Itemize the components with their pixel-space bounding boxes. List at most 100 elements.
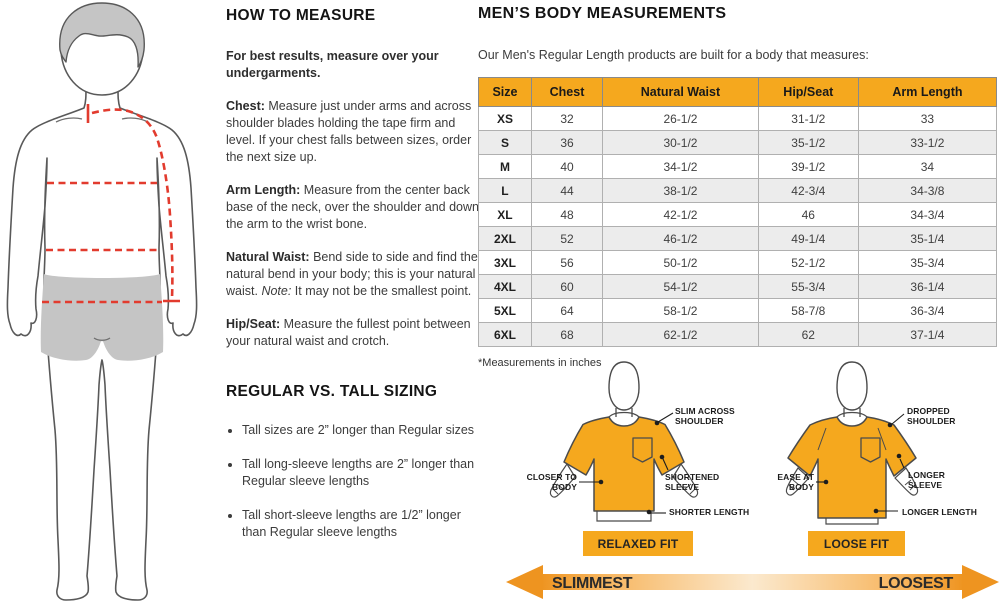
table-cell: 33: [857, 106, 998, 131]
table-cell: 64: [530, 298, 604, 323]
how-to-measure-column: HOW TO MEASURE For best results, measure…: [226, 0, 484, 558]
table-cell: 2XL: [478, 226, 532, 251]
chest-label: Chest:: [226, 99, 265, 113]
regular-vs-tall-title: REGULAR VS. TALL SIZING: [226, 383, 438, 400]
callout-ease-at-body: EASE AT BODY: [777, 472, 814, 493]
table-row: 6XL 68 62-1/2 62 37-1/4: [478, 322, 998, 347]
table-cell: 36-3/4: [857, 298, 998, 323]
hair: [59, 2, 145, 68]
table-cell: 58-7/8: [757, 298, 859, 323]
relaxed-fit-diagram: SLIM ACROSS SHOULDER CLOSER TO BODY SHOR…: [505, 356, 755, 531]
table-cell: 68: [530, 322, 604, 347]
table-cell: 36: [530, 130, 604, 155]
measurements-column: MEN’S BODY MEASUREMENTS Our Men's Regula…: [478, 0, 1000, 380]
arm-length-line: [91, 108, 174, 299]
callout-shorter-length: SHORTER LENGTH: [669, 507, 750, 517]
crotch-line: [93, 337, 111, 341]
callout-longer-sleeve: LONGER SLEEVE: [908, 470, 945, 491]
table-cell: 48: [530, 202, 604, 227]
table-cell: 3XL: [478, 250, 532, 275]
table-cell: 46-1/2: [602, 226, 759, 251]
table-cell: 42-3/4: [757, 178, 859, 203]
table-cell: 56: [530, 250, 604, 275]
table-cell: 52-1/2: [757, 250, 859, 275]
column-header: Natural Waist: [602, 77, 759, 107]
table-row: 2XL 52 46-1/2 49-1/4 35-1/4: [478, 226, 998, 251]
body-outline: [6, 87, 198, 601]
fit-scale-arrow: SLIMMEST LOOSEST: [506, 565, 999, 599]
table-cell: S: [478, 130, 532, 155]
table-cell: 62-1/2: [602, 322, 759, 347]
table-cell: 62: [757, 322, 859, 347]
table-cell: 55-3/4: [757, 274, 859, 299]
table-cell: 38-1/2: [602, 178, 759, 203]
table-cell: XL: [478, 202, 532, 227]
hip-seat-label: Hip/Seat:: [226, 317, 281, 331]
table-row: M 40 34-1/2 39-1/2 34: [478, 154, 998, 179]
table-cell: 4XL: [478, 274, 532, 299]
hip-seat-text: Measure the fullest point between your n…: [226, 317, 471, 348]
table-cell: 34-3/4: [857, 202, 998, 227]
table-cell: 34-3/8: [857, 178, 998, 203]
callout-slim-across-shoulder: SLIM ACROSS SHOULDER: [675, 406, 735, 427]
table-cell: 52: [530, 226, 604, 251]
table-cell: XS: [478, 106, 532, 131]
callout-longer-length: LONGER LENGTH: [902, 507, 977, 517]
tall-sizing-list: Tall sizes are 2” longer than Regular si…: [226, 422, 484, 541]
relaxed-fit-shirt-icon: [549, 361, 699, 522]
table-row: S 36 30-1/2 35-1/2 33-1/2: [478, 130, 998, 155]
size-chart-table: Size Chest Natural Waist Hip/Seat Arm Le…: [478, 77, 998, 347]
table-cell: 34-1/2: [602, 154, 759, 179]
column-header: Chest: [530, 77, 604, 107]
table-row: L 44 38-1/2 42-3/4 34-3/8: [478, 178, 998, 203]
table-cell: 42-1/2: [602, 202, 759, 227]
table-cell: 35-3/4: [857, 250, 998, 275]
table-cell: 30-1/2: [602, 130, 759, 155]
table-cell: 35-1/4: [857, 226, 998, 251]
table-cell: 58-1/2: [602, 298, 759, 323]
arrow-right-icon: [962, 565, 999, 599]
column-header: Hip/Seat: [757, 77, 859, 107]
arm-length-instructions: Arm Length: Measure from the center back…: [226, 182, 484, 233]
table-cell: 44: [530, 178, 604, 203]
table-cell: 60: [530, 274, 604, 299]
table-cell: 49-1/4: [757, 226, 859, 251]
table-row: 4XL 60 54-1/2 55-3/4 36-1/4: [478, 274, 998, 299]
table-cell: M: [478, 154, 532, 179]
loose-fit-shirt-icon: [785, 361, 919, 525]
table-cell: 31-1/2: [757, 106, 859, 131]
table-cell: L: [478, 178, 532, 203]
table-cell: 33-1/2: [857, 130, 998, 155]
arrow-left-icon: [506, 565, 543, 599]
table-cell: 5XL: [478, 298, 532, 323]
table-cell: 6XL: [478, 322, 532, 347]
table-cell: 37-1/4: [857, 322, 998, 347]
callout-closer-to-body: CLOSER TO BODY: [526, 472, 577, 493]
table-cell: 39-1/2: [757, 154, 859, 179]
loose-fit-badge: LOOSE FIT: [808, 531, 905, 556]
table-cell: 50-1/2: [602, 250, 759, 275]
list-item: Tall long-sleeve lengths are 2” longer t…: [242, 456, 484, 490]
how-to-measure-title: HOW TO MEASURE: [226, 7, 376, 24]
shorts-shading: [40, 274, 164, 361]
arm-length-label: Arm Length:: [226, 183, 301, 197]
note-label: Note:: [261, 284, 292, 298]
natural-waist-instructions: Natural Waist: Bend side to side and fin…: [226, 249, 484, 300]
collarbone-left: [55, 117, 83, 123]
table-cell: 54-1/2: [602, 274, 759, 299]
list-item: Tall sizes are 2” longer than Regular si…: [242, 422, 484, 439]
natural-waist-text: Bend side to side and find the natural b…: [226, 250, 478, 298]
table-cell: 32: [530, 106, 604, 131]
table-row: XS 32 26-1/2 31-1/2 33: [478, 106, 998, 131]
table-cell: 35-1/2: [757, 130, 859, 155]
table-cell: 34: [857, 154, 998, 179]
column-header: Arm Length: [857, 77, 998, 107]
loose-fit-diagram: DROPPED SHOULDER EASE AT BODY LONGER SLE…: [752, 356, 1000, 531]
table-row: XL 48 42-1/2 46 34-3/4: [478, 202, 998, 227]
table-cell: 40: [530, 154, 604, 179]
callout-dropped-shoulder: DROPPED SHOULDER: [907, 406, 956, 427]
table-row: 3XL 56 50-1/2 52-1/2 35-3/4: [478, 250, 998, 275]
collarbone-right: [121, 117, 149, 123]
relaxed-fit-badge: RELAXED FIT: [583, 531, 693, 556]
